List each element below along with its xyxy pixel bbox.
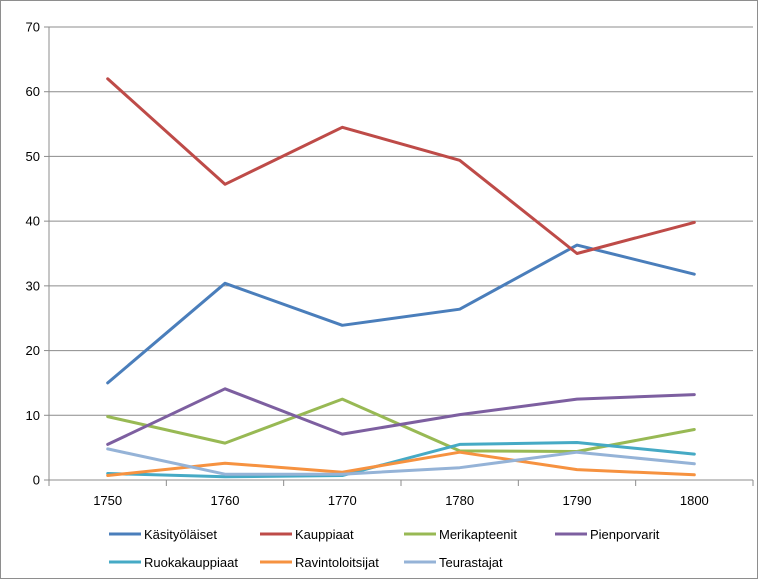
legend-item: Teurastajat	[404, 555, 503, 570]
data-point	[693, 221, 696, 224]
data-point	[224, 475, 227, 478]
legend-item: Kauppiaat	[260, 527, 354, 542]
y-tick-label: 30	[26, 278, 40, 293]
legend-label: Pienporvarit	[590, 527, 660, 542]
series-0	[106, 243, 696, 385]
y-tick-label: 40	[26, 214, 40, 229]
series-4	[106, 441, 696, 479]
legend: Käsityöläiset Kauppiaat Merikapteenit Pienp…	[109, 527, 660, 570]
data-point	[576, 451, 579, 454]
data-point	[693, 393, 696, 396]
data-point	[576, 398, 579, 401]
y-tick-label: 70	[26, 20, 40, 35]
data-point	[458, 443, 461, 446]
x-tick-label: 1780	[445, 493, 474, 508]
data-point	[693, 462, 696, 465]
x-tick-label: 1800	[680, 493, 709, 508]
data-point	[458, 451, 461, 454]
data-point	[576, 441, 579, 444]
data-point	[458, 413, 461, 416]
data-point	[106, 381, 109, 384]
x-tick-label: 1770	[328, 493, 357, 508]
legend-item: Merikapteenit	[404, 527, 517, 542]
data-point	[341, 324, 344, 327]
data-point	[341, 433, 344, 436]
series-3	[106, 387, 696, 446]
legend-item: Ruokakauppiaat	[109, 555, 238, 570]
data-point	[458, 308, 461, 311]
legend-label: Käsityöläiset	[144, 527, 217, 542]
series-line	[106, 77, 696, 255]
data-point	[576, 252, 579, 255]
data-point	[224, 442, 227, 445]
data-point	[341, 398, 344, 401]
data-point	[458, 159, 461, 162]
series-line	[106, 441, 696, 479]
legend-item: Pienporvarit	[555, 527, 660, 542]
data-point	[106, 443, 109, 446]
data-point	[224, 387, 227, 390]
y-tick-label: 10	[26, 408, 40, 423]
y-tick-label: 50	[26, 149, 40, 164]
data-point	[224, 473, 227, 476]
series-1	[106, 77, 696, 255]
y-tick-label: 60	[26, 84, 40, 99]
data-point	[224, 282, 227, 285]
series-line	[106, 447, 696, 476]
data-point	[106, 474, 109, 477]
legend-label: Kauppiaat	[295, 527, 354, 542]
series-line	[106, 243, 696, 385]
series-line	[106, 450, 696, 477]
data-point	[341, 473, 344, 476]
x-tick-labels: 1750 1760 1770 1780 1790 1800	[93, 493, 709, 508]
data-point	[106, 415, 109, 418]
data-point	[693, 473, 696, 476]
series-5	[106, 450, 696, 477]
y-tick-labels: 0 10 20 30 40 50 60 70	[26, 20, 40, 488]
series-line	[106, 387, 696, 446]
x-tick-label: 1790	[563, 493, 592, 508]
legend-label: Ravintoloitsijat	[295, 555, 379, 570]
legend-label: Teurastajat	[439, 555, 503, 570]
series-lines	[106, 77, 696, 479]
x-tick-label: 1760	[211, 493, 240, 508]
data-point	[224, 462, 227, 465]
axes	[44, 26, 754, 486]
data-point	[693, 453, 696, 456]
data-point	[458, 466, 461, 469]
data-point	[693, 273, 696, 276]
grid-lines	[49, 26, 753, 416]
data-point	[576, 468, 579, 471]
data-point	[693, 428, 696, 431]
legend-item: Käsityöläiset	[109, 527, 217, 542]
y-tick-label: 20	[26, 343, 40, 358]
data-point	[224, 183, 227, 186]
data-point	[341, 126, 344, 129]
legend-item: Ravintoloitsijat	[260, 555, 379, 570]
y-tick-label: 0	[33, 473, 40, 488]
series-6	[106, 447, 696, 476]
x-tick-label: 1750	[93, 493, 122, 508]
data-point	[106, 447, 109, 450]
data-point	[106, 77, 109, 80]
legend-label: Merikapteenit	[439, 527, 517, 542]
data-point	[576, 244, 579, 247]
legend-label: Ruokakauppiaat	[144, 555, 238, 570]
